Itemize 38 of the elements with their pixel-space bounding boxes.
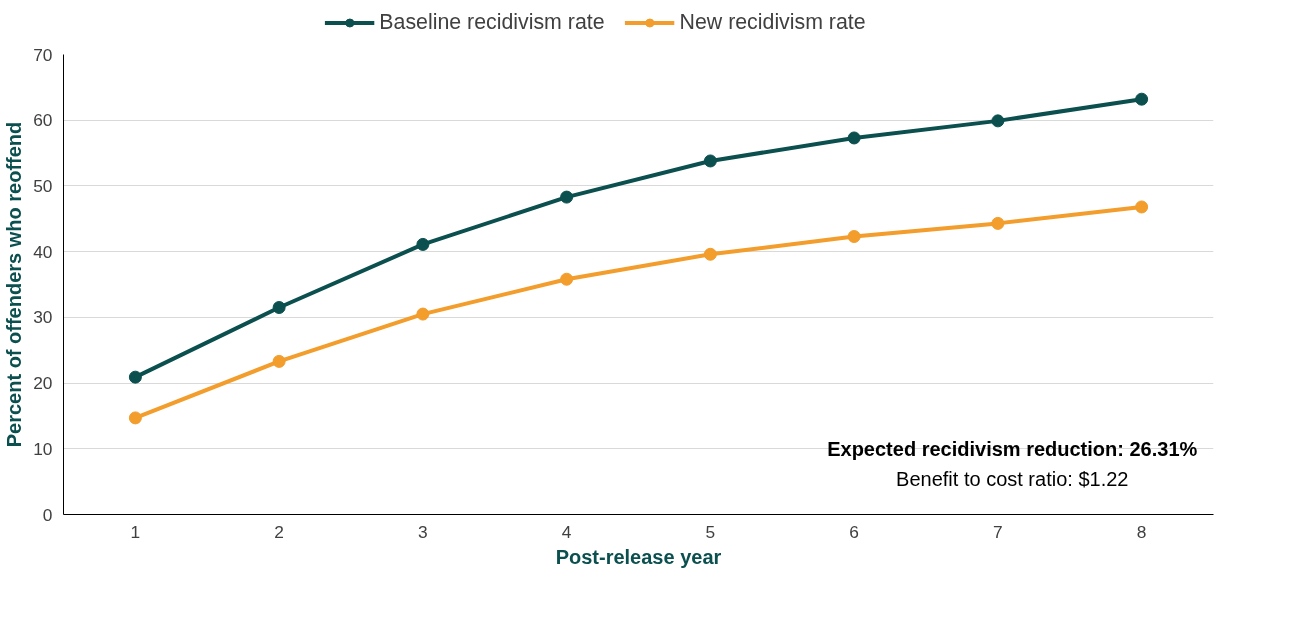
point xyxy=(703,247,717,261)
point xyxy=(991,216,1005,230)
point xyxy=(416,307,430,321)
x-tick-label: 7 xyxy=(993,521,1003,542)
x-tick-label: 4 xyxy=(561,521,572,542)
point xyxy=(847,230,861,244)
point xyxy=(560,190,574,204)
y-tick-label: 40 xyxy=(33,241,53,262)
point xyxy=(991,114,1005,128)
x-tick-label: 8 xyxy=(1136,521,1147,542)
legend-label: New recidivism rate xyxy=(679,9,866,35)
y-tick-label: 0 xyxy=(42,504,53,525)
y-tick-label: 30 xyxy=(33,307,53,328)
point xyxy=(272,354,286,368)
x-tick-label: 6 xyxy=(849,521,859,542)
point xyxy=(847,131,861,145)
x-tick-label: 5 xyxy=(705,521,716,542)
annotation: Benefit to cost ratio: $1.22 xyxy=(896,467,1129,490)
point xyxy=(128,411,142,425)
point xyxy=(560,272,574,286)
y-tick-label: 70 xyxy=(33,44,53,65)
x-tick-label: 2 xyxy=(274,521,284,542)
legend-label: Baseline recidivism rate xyxy=(379,9,605,35)
y-tick-label: 20 xyxy=(33,373,53,394)
point xyxy=(272,301,286,314)
point xyxy=(128,370,142,384)
point xyxy=(1135,92,1149,106)
x-tick-label: 3 xyxy=(418,521,428,542)
point xyxy=(416,237,430,251)
x-tick-label: 1 xyxy=(130,521,141,542)
y-tick-label: 60 xyxy=(33,110,53,131)
annotation: Expected recidivism reduction: 26.31% xyxy=(827,437,1198,460)
point xyxy=(703,154,717,168)
y-tick-label: 50 xyxy=(33,175,53,196)
y-axis-title: Percent of offenders who reoffend xyxy=(3,121,26,448)
x-axis-title: Post-release year xyxy=(555,545,722,568)
y-tick-label: 10 xyxy=(33,438,53,459)
point xyxy=(1135,200,1149,214)
